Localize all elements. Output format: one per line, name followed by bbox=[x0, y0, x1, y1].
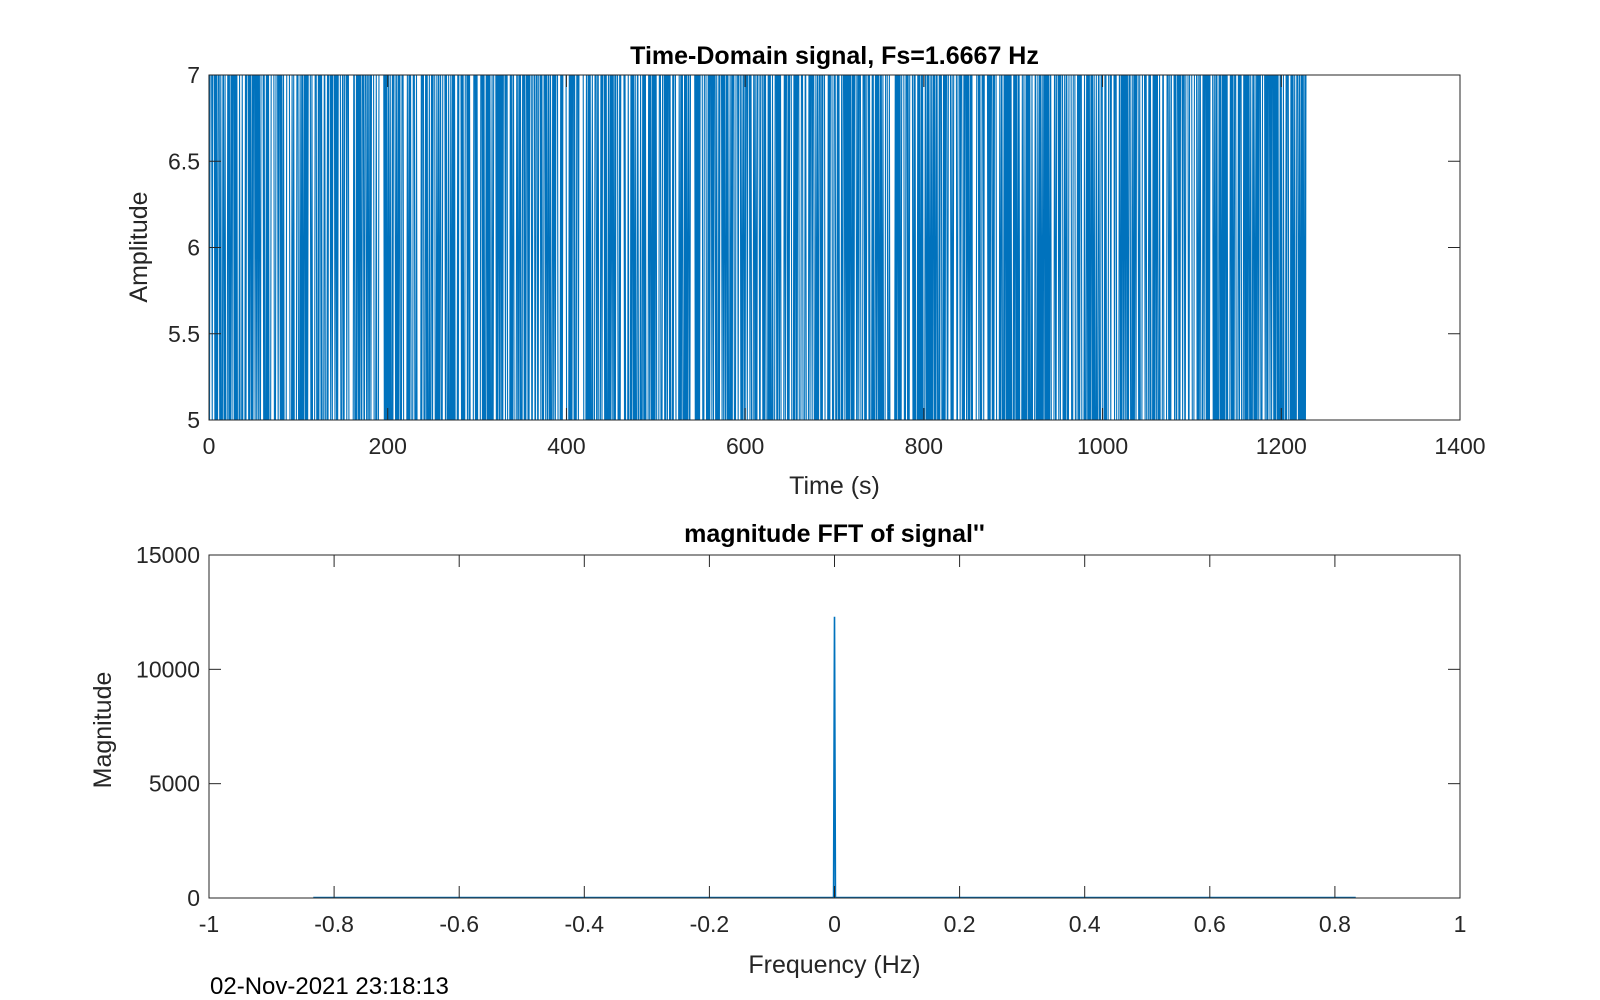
y-tick-label: 6 bbox=[187, 235, 200, 261]
x-tick-label: 200 bbox=[369, 433, 407, 459]
x-tick-label: 1 bbox=[1454, 911, 1467, 937]
x-tick-label: -0.4 bbox=[564, 911, 604, 937]
x-axis-label: Time (s) bbox=[789, 472, 880, 500]
x-tick-label: 800 bbox=[905, 433, 943, 459]
x-tick-label: 0.2 bbox=[944, 911, 976, 937]
x-tick-label: 600 bbox=[726, 433, 764, 459]
x-tick-label: 0 bbox=[203, 433, 216, 459]
y-tick-label: 7 bbox=[187, 62, 200, 88]
x-tick-label: 0 bbox=[828, 911, 841, 937]
x-tick-label: 1400 bbox=[1434, 433, 1485, 459]
y-tick-label: 6.5 bbox=[168, 148, 200, 174]
axis-ticks: -1 -0.8 -0.6 -0.4 -0.2 0 0.2 0.4 0.6 0.8 1 0 5000 100… bbox=[136, 542, 1466, 937]
x-tick-label: -1 bbox=[199, 911, 219, 937]
axis-ticks: 0 200 400 600 800 1000 1200 1400 5 5.5 6 6.5 7 bbox=[168, 62, 1486, 459]
y-tick-label: 5000 bbox=[149, 771, 200, 797]
x-tick-label: -0.8 bbox=[314, 911, 354, 937]
x-tick-label: -0.6 bbox=[439, 911, 479, 937]
x-axis-label: Frequency (Hz) bbox=[748, 951, 920, 979]
x-tick-label: 400 bbox=[547, 433, 585, 459]
y-tick-label: 0 bbox=[187, 885, 200, 911]
x-tick-label: -0.2 bbox=[690, 911, 730, 937]
x-tick-label: 1000 bbox=[1077, 433, 1128, 459]
x-tick-label: 0.8 bbox=[1319, 911, 1351, 937]
y-tick-label: 10000 bbox=[136, 656, 200, 682]
y-axis-label: Magnitude bbox=[89, 672, 117, 789]
chart-title: magnitude FFT of signal'' bbox=[684, 520, 985, 548]
time-domain-plot: 0 200 400 600 800 1000 1200 1400 5 5.5 6 6.5 7 Time-… bbox=[125, 42, 1486, 500]
y-tick-label: 5.5 bbox=[168, 321, 200, 347]
x-tick-label: 0.4 bbox=[1069, 911, 1101, 937]
x-tick-label: 1200 bbox=[1256, 433, 1307, 459]
y-tick-label: 15000 bbox=[136, 542, 200, 568]
x-tick-label: 0.6 bbox=[1194, 911, 1226, 937]
chart-title: Time-Domain signal, Fs=1.6667 Hz bbox=[630, 42, 1039, 70]
y-axis-label: Amplitude bbox=[125, 191, 153, 302]
y-tick-label: 5 bbox=[187, 407, 200, 433]
timestamp: 02-Nov-2021 23:18:13 bbox=[210, 973, 449, 1000]
fft-plot: -1 -0.8 -0.6 -0.4 -0.2 0 0.2 0.4 0.6 0.8 1 0 5000 100… bbox=[89, 520, 1466, 979]
